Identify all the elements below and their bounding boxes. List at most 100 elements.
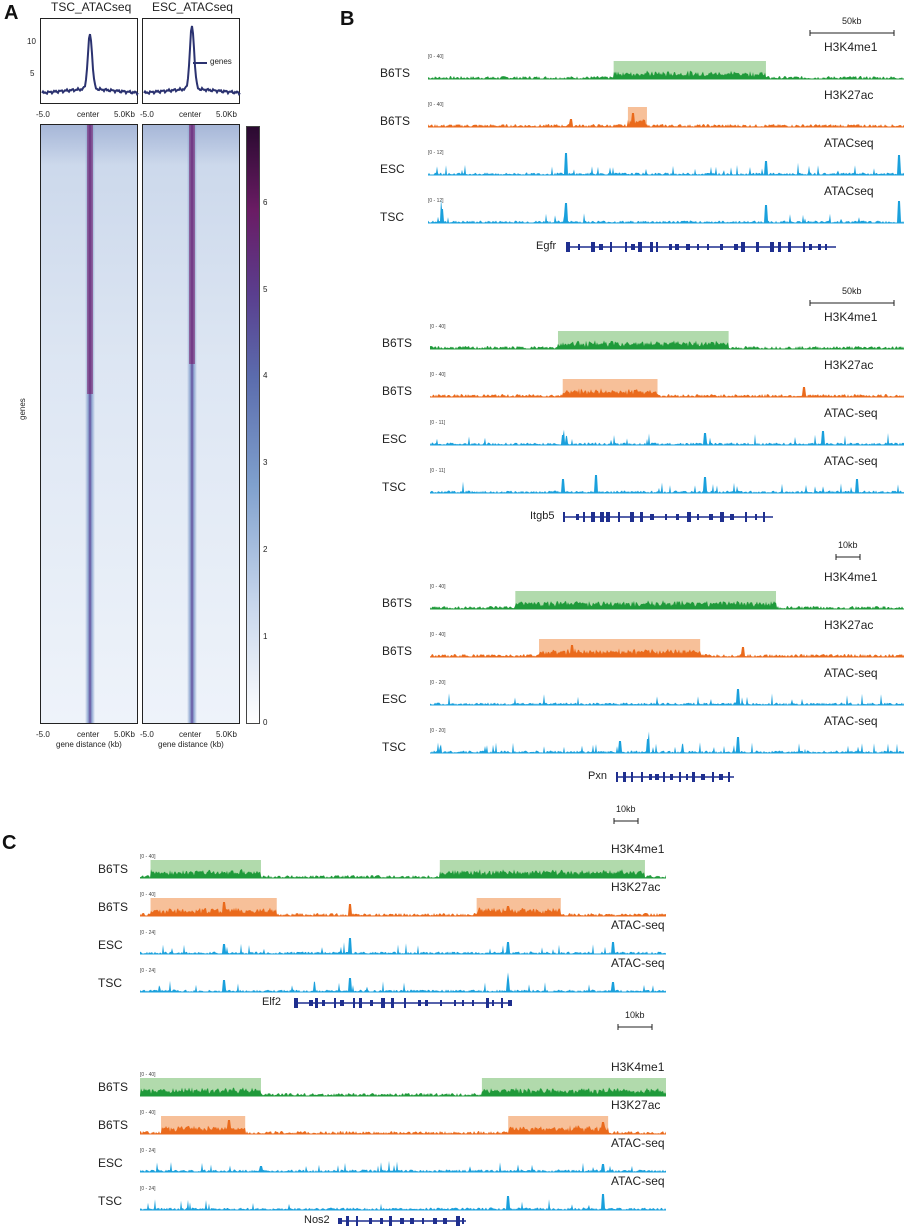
gene-model-pxn-exon bbox=[686, 774, 688, 780]
panel-letter-a: A bbox=[4, 2, 19, 24]
gene-model-nos2-exon bbox=[380, 1218, 383, 1224]
profile-title-tsc: TSC_ATACseq bbox=[51, 0, 132, 14]
gene-model-itgb5-exon bbox=[640, 512, 643, 522]
track-elf2-2-mark-label: ATAC-seq bbox=[611, 918, 665, 932]
scale-bar-itgb5-label: 50kb bbox=[842, 286, 862, 296]
gene-model-pxn-exon bbox=[616, 772, 618, 782]
heatmap-tsc-center-band bbox=[85, 125, 95, 723]
colorbar-tick-5: 5 bbox=[263, 285, 268, 294]
gene-model-pxn-exon bbox=[712, 772, 714, 782]
gene-model-itgb5-exon bbox=[583, 512, 585, 522]
track-nos2-2-range-label: [0 - 24] bbox=[140, 1148, 156, 1154]
gene-model-egfr-exon bbox=[566, 242, 570, 252]
track-egfr-1-mark-label: H3K27ac bbox=[824, 88, 874, 102]
track-pxn-1-range-label: [0 - 40] bbox=[430, 632, 446, 638]
gene-model-nos2-exon bbox=[400, 1218, 404, 1224]
track-nos2-1 bbox=[140, 1116, 666, 1135]
gene-model-elf2-exon bbox=[508, 1000, 512, 1006]
track-pxn-2-range-label: [0 - 20] bbox=[430, 680, 446, 686]
track-elf2-1-mark-label: H3K27ac bbox=[611, 880, 661, 894]
track-nos2-3-cell-label: TSC bbox=[98, 1194, 122, 1208]
track-itgb5-2 bbox=[430, 429, 904, 446]
scale-bar-egfr-label: 50kb bbox=[842, 16, 862, 26]
profile-plot-tsc bbox=[41, 33, 139, 96]
gene-model-egfr-exon bbox=[631, 244, 635, 250]
heatmap-tsc-xtick-left: -5.0 bbox=[36, 730, 50, 739]
gene-model-itgb5-exon bbox=[600, 512, 604, 522]
gene-label-egfr: Egfr bbox=[536, 240, 557, 252]
gene-model-egfr-exon bbox=[788, 242, 791, 252]
track-itgb5-3-cell-label: TSC bbox=[382, 480, 406, 494]
gene-model-egfr-exon bbox=[578, 244, 580, 250]
track-elf2-1 bbox=[140, 898, 666, 917]
gene-model-egfr-exon bbox=[770, 242, 774, 252]
gene-model-elf2-exon bbox=[322, 1000, 325, 1006]
gene-model-egfr-exon bbox=[638, 242, 642, 252]
track-nos2-0-cell-label: B6TS bbox=[98, 1080, 129, 1094]
track-egfr-3 bbox=[428, 199, 904, 224]
gene-model-egfr-exon bbox=[650, 242, 653, 252]
track-elf2-3-cell-label: TSC bbox=[98, 976, 122, 990]
gene-model-egfr-exon bbox=[686, 244, 690, 250]
profile-line-tsc bbox=[41, 33, 139, 96]
gene-model-pxn-exon bbox=[701, 774, 705, 780]
track-pxn-2-cell-label: ESC bbox=[382, 692, 407, 706]
gene-model-itgb5-exon bbox=[665, 514, 667, 520]
scale-bar-pxn bbox=[835, 554, 861, 560]
gene-model-pxn bbox=[616, 772, 734, 782]
track-nos2-1-range-label: [0 - 40] bbox=[140, 1110, 156, 1116]
gene-model-itgb5-exon bbox=[687, 512, 691, 522]
colorbar-tick-4: 4 bbox=[263, 371, 268, 380]
gene-model-egfr-exon bbox=[720, 244, 723, 250]
gene-model-itgb5-exon bbox=[730, 514, 734, 520]
gene-model-nos2-exon bbox=[443, 1218, 447, 1224]
gene-model-pxn-exon bbox=[719, 774, 723, 780]
track-elf2-0-signal bbox=[140, 869, 666, 878]
track-pxn-1-mark-label: H3K27ac bbox=[824, 618, 874, 632]
track-itgb5-1-mark-label: H3K27ac bbox=[824, 358, 874, 372]
profile-esc-xtick-center: center bbox=[179, 110, 202, 119]
colorbar-tick-6: 6 bbox=[263, 198, 268, 207]
heatmap-tsc-peak bbox=[87, 125, 93, 395]
gene-model-elf2-exon bbox=[294, 998, 298, 1008]
gene-model-elf2 bbox=[294, 998, 512, 1008]
track-egfr-0-mark-label: H3K4me1 bbox=[824, 40, 878, 54]
track-itgb5-0-cell-label: B6TS bbox=[382, 336, 413, 350]
gene-model-egfr-exon bbox=[697, 244, 699, 250]
heatmap-esc-xtick-right: 5.0Kb bbox=[216, 730, 237, 739]
track-egfr-2-mark-label: ATACseq bbox=[824, 136, 874, 150]
track-elf2-2-range-label: [0 - 24] bbox=[140, 930, 156, 936]
gene-label-elf2: Elf2 bbox=[262, 996, 281, 1008]
track-itgb5-0-range-label: [0 - 40] bbox=[430, 324, 446, 330]
gene-model-pxn-exon bbox=[623, 772, 626, 782]
gene-model-itgb5-exon bbox=[709, 514, 713, 520]
gene-model-egfr-exon bbox=[591, 242, 595, 252]
scale-bar-pxn-bar bbox=[835, 554, 861, 560]
gene-model-pxn-exon bbox=[679, 772, 681, 782]
track-itgb5-0 bbox=[430, 331, 904, 350]
gene-model-itgb5-exon bbox=[591, 512, 595, 522]
gene-model-egfr-exon bbox=[610, 242, 612, 252]
profile-tsc-xtick-left: -5.0 bbox=[36, 110, 50, 119]
scale-bar-itgb5-bar bbox=[809, 300, 895, 306]
gene-model-nos2-exon bbox=[346, 1216, 349, 1226]
track-nos2-3-mark-label: ATAC-seq bbox=[611, 1174, 665, 1188]
gene-model-egfr-exon bbox=[741, 242, 745, 252]
track-egfr-2-signal bbox=[428, 153, 904, 175]
heatmap-esc-xtick-left: -5.0 bbox=[140, 730, 154, 739]
track-elf2-0-cell-label: B6TS bbox=[98, 862, 129, 876]
scale-bar-elf2-label: 10kb bbox=[616, 804, 636, 814]
track-pxn-3-mark-label: ATAC-seq bbox=[824, 714, 878, 728]
profile-box-esc bbox=[142, 18, 241, 104]
track-itgb5-2-range-label: [0 - 11] bbox=[430, 420, 446, 426]
gene-model-elf2-exon bbox=[359, 998, 362, 1008]
gene-model-elf2-exon bbox=[391, 998, 394, 1008]
gene-model-nos2-exon bbox=[389, 1216, 392, 1226]
gene-model-elf2-exon bbox=[462, 1000, 464, 1006]
track-elf2-2-signal bbox=[140, 938, 666, 954]
track-egfr-0-range-label: [0 - 40] bbox=[428, 54, 444, 60]
track-itgb5-1-cell-label: B6TS bbox=[382, 384, 413, 398]
track-pxn-1-cell-label: B6TS bbox=[382, 644, 413, 658]
gene-model-nos2-exon bbox=[462, 1218, 464, 1224]
track-itgb5-1-signal bbox=[430, 387, 904, 397]
